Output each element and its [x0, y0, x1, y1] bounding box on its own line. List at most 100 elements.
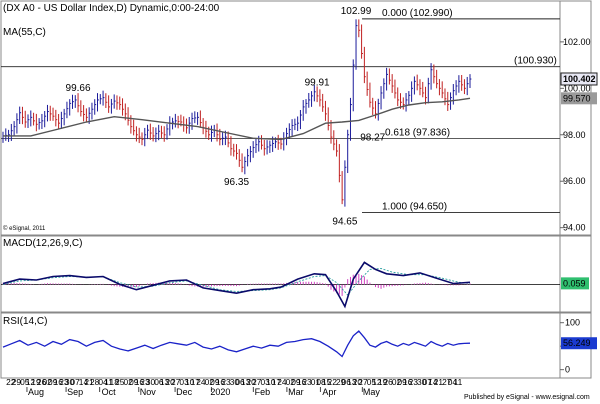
rsi-tick-label: 0	[565, 365, 570, 375]
date-day-label: 30	[230, 377, 240, 387]
moving-average-series	[3, 97, 471, 141]
date-day-label: 16	[403, 377, 413, 387]
date-day-label: 20	[247, 377, 257, 387]
date-day-label: 23	[140, 377, 150, 387]
date-day-label: 23	[59, 377, 69, 387]
date-day-label: 17	[191, 377, 201, 387]
date-month-label: 2020	[210, 387, 230, 397]
date-day-label: 13	[241, 377, 251, 387]
fib-level-label: (100.930)	[514, 56, 557, 67]
rsi-line	[2, 330, 471, 358]
date-day-label: 30	[65, 377, 75, 387]
price-tick-label: 98.00	[563, 130, 586, 140]
date-day-label: 27	[442, 377, 452, 387]
date-day-label: 12	[26, 377, 36, 387]
date-day-label: 20	[165, 377, 175, 387]
price-tick-label: 100.00	[563, 83, 591, 93]
date-day-label: 22	[328, 377, 338, 387]
date-month-label: Mar	[288, 387, 304, 397]
date-day-label: 22	[6, 377, 16, 387]
date-month-label: May	[363, 387, 381, 397]
date-day-label: 21	[434, 377, 444, 387]
price-tick-label: 96.00	[563, 176, 586, 186]
date-day-label: 09	[48, 377, 58, 387]
date-month-label: Aug	[28, 387, 44, 397]
date-day-label: 02	[205, 377, 215, 387]
price-annotation: 102.99	[341, 6, 372, 17]
date-day-label: 28	[90, 377, 100, 387]
date-day-label: 27	[252, 377, 262, 387]
date-day-label: 10	[185, 377, 195, 387]
ma-value: 99.570	[563, 93, 591, 103]
date-day-label: 24	[277, 377, 287, 387]
date-day-label: 11	[454, 377, 463, 387]
fibonacci-levels: 0.000 (102.990) (100.930) 0.618 (97.836) 1.…	[1, 8, 560, 214]
footer-text: Published by eSignal - www.esignal.com	[464, 394, 590, 401]
date-day-label: 30	[146, 377, 156, 387]
ma-55-line	[3, 97, 471, 141]
price-annotation: 94.65	[332, 217, 357, 228]
date-day-label: 14	[79, 377, 89, 387]
date-day-label: 05	[367, 377, 377, 387]
price-annotation: 99.66	[66, 83, 91, 94]
date-month-label: Apr	[322, 387, 336, 397]
date-day-label: 16	[297, 377, 307, 387]
date-day-label: 26	[37, 377, 47, 387]
date-day-label: 02	[392, 377, 402, 387]
date-day-label: 04	[98, 377, 108, 387]
date-day-label: 02	[286, 377, 296, 387]
fib-level-label: 1.000 (94.650)	[382, 202, 447, 213]
macd-value: 0.059	[563, 278, 586, 288]
date-day-label: 29	[336, 377, 346, 387]
rsi-value: 56.249	[563, 338, 591, 348]
macd-value-badge	[561, 277, 589, 290]
fib-level-label: 0.618 (97.836)	[385, 128, 450, 139]
date-day-label: 16	[54, 377, 64, 387]
price-series	[2, 19, 472, 207]
main-panel-frame	[0, 0, 592, 236]
date-day-label: 11	[104, 377, 113, 387]
date-day-label: 16	[216, 377, 226, 387]
date-day-label: 01	[311, 377, 321, 387]
date-day-label: 03	[260, 377, 270, 387]
date-day-label: 21	[84, 377, 94, 387]
price-axis: 102.00 100.00 98.00 96.00 94.00 100.402 99.570	[560, 37, 598, 233]
date-day-label: 06	[154, 377, 164, 387]
ma-value-badge	[561, 92, 597, 105]
chart-title: (DX A0 - US Dollar Index,D) Dynamic,0:00…	[3, 3, 220, 14]
date-day-label: 17	[272, 377, 282, 387]
date-day-label: 19	[31, 377, 41, 387]
date-day-label: 27	[358, 377, 368, 387]
date-day-label: 13	[160, 377, 170, 387]
date-day-label: 26	[383, 377, 393, 387]
date-day-label: 23	[409, 377, 419, 387]
date-day-label: 29	[12, 377, 22, 387]
ma-label: MA(55,C)	[3, 27, 46, 38]
last-price-value: 100.402	[563, 74, 596, 84]
date-day-label: 14	[428, 377, 438, 387]
date-day-label: 02	[124, 377, 134, 387]
date-day-label: 23	[302, 377, 312, 387]
rsi-tick-label: 100	[565, 318, 580, 328]
date-day-label: 02	[42, 377, 52, 387]
date-day-label: 24	[196, 377, 206, 387]
rsi-title: RSI(14,C)	[3, 316, 47, 327]
date-day-label: 06	[235, 377, 245, 387]
date-day-label: 09	[210, 377, 220, 387]
macd-title: MACD(12,26,9,C)	[3, 238, 82, 249]
price-annotation: 96.35	[224, 177, 249, 188]
price-tick-label: 102.00	[563, 37, 591, 47]
rsi-series: 10050056.249	[2, 318, 597, 375]
macd-series: 0.059	[1, 261, 589, 309]
date-day-label: 07	[423, 377, 433, 387]
price-tick-label: 94.00	[563, 223, 586, 233]
date-day-label: 23	[221, 377, 231, 387]
date-day-label: 04	[448, 377, 458, 387]
price-annotation: 98.27	[360, 133, 385, 144]
date-day-label: 16	[135, 377, 145, 387]
date-day-label: 30	[417, 377, 427, 387]
date-day-label: 20	[353, 377, 363, 387]
